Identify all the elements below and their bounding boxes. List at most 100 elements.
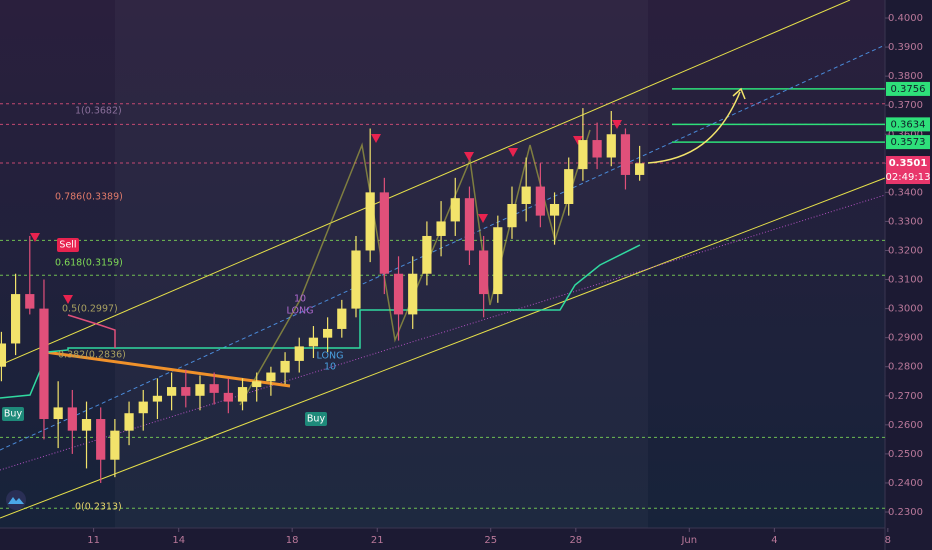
y-tick-label: 0.3800 [888,71,923,82]
x-tick-label: Jun [680,535,697,546]
last-price-badge [886,156,930,185]
countdown: 02:49:13 [886,172,931,183]
logo-mark [8,497,24,504]
candle-body [450,198,460,222]
y-tick-label: 0.3000 [888,304,923,315]
candle-body [209,384,219,393]
candle-body [379,192,389,274]
marker [573,136,583,145]
fib-label: 0.5(0.2997) [62,304,118,315]
fib-label: 1(0.3682) [75,106,122,117]
x-tick-label: 21 [371,535,384,546]
candle-body [436,221,446,236]
channel-mid [0,44,886,451]
y-tick-label: 0.2300 [888,507,923,518]
y-tick-label: 0.2700 [888,391,923,402]
x-tick-label: 8 [885,535,891,546]
y-tick-label: 0.2600 [888,420,923,431]
long-size: 10 [294,294,306,305]
fib-label: 0(0.2313) [75,502,122,513]
signal-markers [30,120,622,304]
marker [612,120,622,129]
target-badge [886,135,930,150]
candle-body [606,134,616,158]
candle-body [195,384,205,396]
candle-body [110,430,120,460]
candle-body [535,186,545,216]
target-label: 0.3756 [891,84,926,95]
y-tick-label: 0.2900 [888,333,923,344]
candle-body [479,250,489,295]
candle-body [592,140,602,158]
candle-body [237,387,248,402]
candle-body [620,134,631,175]
zigzag [239,129,591,406]
candle-body [393,273,404,315]
candle-body [521,186,531,204]
y-tick-label: 0.4000 [888,13,923,24]
candle-body [408,273,418,315]
candles [0,108,645,483]
axes: 0.2300 0.2400 0.2500 0.2600 0.2700 0.2800 0.29… [87,13,930,546]
target-badge [886,81,930,96]
marker [63,295,73,304]
marker [30,233,40,242]
levels [0,88,885,509]
candle-body [507,203,517,228]
candle-body [10,294,21,344]
x-tick-label: 28 [569,535,582,546]
candle-body [181,387,191,396]
supertrend-down [67,314,116,348]
marker [371,134,381,143]
buy-label: Buy [307,414,326,425]
y-tick-label: 0.3400 [888,187,923,198]
arrow-head [732,87,746,100]
y-tick-label: 0.2800 [888,362,923,373]
y-tick-label: 0.3600 [888,129,923,140]
candle-body [223,392,233,402]
candle-body [464,198,475,251]
x-tick-label: 11 [87,535,100,546]
buy-badge [2,407,24,421]
long-label: LONG [287,306,314,317]
y-tick-label: 0.3700 [888,100,923,111]
candle-body [167,387,177,396]
marker [478,214,488,223]
plot-background [0,0,885,528]
candle-body [81,419,92,431]
channel-lower [0,177,886,519]
sell-badge [57,238,79,252]
candle-body [53,407,63,420]
candle-body [308,337,319,347]
long-label: LONG [317,351,344,362]
candle-body [96,419,106,460]
trend-orange [44,350,291,388]
forecast-arrow [647,91,741,164]
target-label: 0.3573 [891,137,926,148]
buy-label: Buy [4,409,23,420]
y-tick-label: 0.3900 [888,42,923,53]
x-tick-label: 4 [771,535,777,546]
y-tick-label: 0.3300 [888,216,923,227]
y-tick-label: 0.2400 [888,478,923,489]
candle-body [0,343,7,367]
candle-body [351,250,361,309]
candle-body [124,413,134,431]
fib-label: 0.618(0.3159) [55,258,123,269]
candle-body [266,372,276,382]
x-tick-label: 14 [172,535,185,546]
y-tick-label: 0.3100 [888,275,923,286]
channel-upper [0,0,851,366]
candle-body [564,169,574,204]
sell-label: Sell [59,240,76,251]
fib-label: 0.382(0.2836) [58,350,126,361]
candle-body [138,401,148,414]
candle-body [294,346,304,361]
candle-body [280,360,290,373]
candle-body [152,395,163,402]
y-tick-label: 0.2500 [888,449,923,460]
fib-label: 0.786(0.3389) [55,192,123,203]
target-label: 0.3634 [891,119,926,130]
